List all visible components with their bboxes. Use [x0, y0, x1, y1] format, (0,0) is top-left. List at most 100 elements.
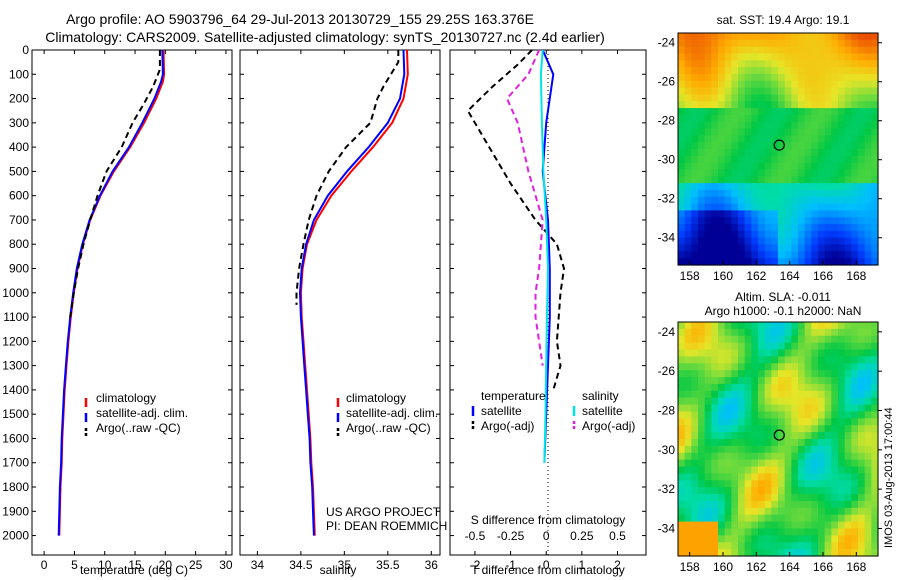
heat-cell: [718, 328, 726, 337]
heat-cell: [798, 328, 806, 337]
heat-cell: [838, 418, 846, 426]
heat-cell: [824, 528, 832, 536]
heat-cell: [831, 487, 839, 495]
heat-cell: [698, 189, 706, 198]
heat-cell: [724, 466, 732, 475]
heat-cell: [704, 189, 712, 198]
heat-cell: [791, 135, 799, 143]
heat-cell: [871, 114, 879, 123]
heat-cell: [778, 210, 786, 218]
heat-cell: [791, 356, 799, 364]
heat-cell: [698, 445, 706, 454]
heat-cell: [778, 494, 786, 502]
heat-cell: [824, 142, 832, 150]
heat-cell: [684, 466, 692, 475]
heat-cell: [691, 94, 699, 102]
heat-cell: [858, 473, 866, 481]
heat-cell: [758, 335, 766, 344]
heat-cell: [871, 73, 879, 82]
heat-cell: [731, 244, 739, 252]
heat-cell: [871, 494, 879, 502]
heat-cell: [791, 411, 799, 419]
heat-cell: [738, 535, 746, 543]
heat-cell: [698, 335, 706, 344]
heat-cell: [744, 390, 752, 399]
heat-cell: [838, 80, 846, 89]
heat-cell: [731, 101, 739, 109]
heat-cell: [758, 217, 766, 225]
heat-cell: [711, 535, 719, 543]
heat-cell: [831, 183, 839, 191]
heat-cell: [678, 183, 686, 191]
heat-cell: [691, 494, 699, 502]
heat-cell: [718, 237, 726, 246]
heat-cell: [698, 528, 706, 536]
heat-cell: [678, 390, 686, 399]
heat-cell: [858, 230, 866, 239]
heat-cell: [838, 383, 846, 392]
heat-cell: [838, 514, 846, 523]
heat-cell: [771, 535, 779, 543]
heat-cell: [864, 500, 872, 509]
heat-cell: [704, 404, 712, 413]
heat-cell: [764, 487, 772, 495]
heat-cell: [731, 162, 739, 171]
heat-cell: [758, 87, 766, 96]
heat-cell: [724, 383, 732, 392]
heat-cell: [711, 349, 719, 358]
heat-cell: [684, 342, 692, 351]
heat-cell: [804, 418, 812, 426]
heat-cell: [764, 542, 772, 550]
heat-cell: [751, 514, 759, 523]
x-tick-label: 5: [71, 558, 78, 572]
heat-cell: [798, 67, 806, 75]
s-tick-label: -0.25: [497, 529, 525, 543]
heat-cell: [718, 128, 726, 136]
heat-cell: [691, 244, 699, 252]
heat-cell: [711, 155, 719, 164]
heat-cell: [824, 514, 832, 523]
heat-cell: [811, 244, 819, 252]
heat-cell: [811, 258, 819, 266]
heat-cell: [691, 342, 699, 351]
heat-cell: [858, 528, 866, 536]
heat-cell: [724, 349, 732, 358]
heat-cell: [731, 452, 739, 461]
heat-cell: [824, 155, 832, 164]
heat-cell: [838, 411, 846, 419]
heat-cell: [691, 383, 699, 392]
heat-cell: [778, 189, 786, 198]
heat-cell: [791, 183, 799, 191]
heat-cell: [858, 411, 866, 419]
heat-cell: [724, 390, 732, 399]
heat-cell: [678, 101, 686, 109]
x-tick-label: 1: [579, 558, 586, 572]
heat-cell: [691, 349, 699, 358]
heat-cell: [871, 162, 879, 171]
heat-cell: [691, 328, 699, 337]
heat-cell: [691, 466, 699, 475]
heat-cell: [764, 237, 772, 246]
heat-cell: [711, 142, 719, 150]
heat-cell: [718, 114, 726, 123]
heat-cell: [691, 230, 699, 239]
heat-cell: [738, 244, 746, 252]
heat-cell: [698, 149, 706, 157]
y-tick-label: 500: [9, 164, 29, 178]
heat-cell: [811, 342, 819, 351]
heat-cell: [784, 121, 792, 130]
heat-cell: [844, 480, 852, 488]
heat-cell: [864, 210, 872, 218]
heat-cell: [684, 101, 692, 109]
heat-cell: [831, 135, 839, 143]
heat-cell: [838, 404, 846, 413]
heat-cell: [724, 452, 732, 461]
heat-cell: [718, 480, 726, 488]
map-x-tick-label: 160: [713, 269, 733, 283]
heat-cell: [758, 342, 766, 351]
heat-cell: [844, 135, 852, 143]
heat-cell: [698, 514, 706, 523]
heat-cell: [771, 217, 779, 225]
heat-cell: [758, 155, 766, 164]
heat-cell: [844, 258, 852, 266]
